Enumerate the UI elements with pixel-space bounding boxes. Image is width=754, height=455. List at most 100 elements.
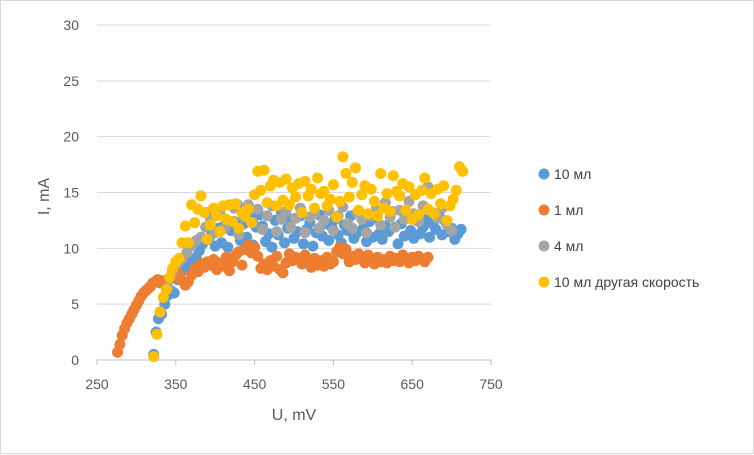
data-point — [307, 240, 319, 252]
data-point — [334, 195, 346, 207]
data-point — [201, 233, 213, 245]
data-point — [255, 184, 267, 196]
data-point — [245, 217, 257, 229]
x-tick-label: 250 — [85, 376, 109, 392]
data-point — [299, 175, 311, 187]
data-point — [195, 190, 207, 202]
y-tick-label: 30 — [63, 17, 79, 33]
data-point — [222, 241, 234, 253]
data-point — [398, 213, 410, 225]
data-point — [375, 219, 387, 231]
legend-marker — [538, 276, 550, 288]
data-point — [198, 207, 210, 219]
x-tick-label: 450 — [243, 376, 267, 392]
legend-label: 10 мл другая скорость — [554, 274, 699, 290]
data-point — [280, 173, 292, 185]
legend-label: 1 мл — [554, 202, 583, 218]
y-axis-title: I, mA — [36, 178, 53, 216]
data-point — [305, 183, 317, 195]
y-tick-label: 25 — [63, 73, 79, 89]
data-point — [279, 237, 290, 249]
data-point — [223, 265, 235, 277]
legend-marker — [538, 240, 550, 252]
data-point — [233, 222, 245, 234]
data-point — [441, 214, 453, 226]
data-point — [271, 226, 283, 238]
data-point — [173, 252, 185, 264]
data-point — [249, 241, 261, 253]
data-point — [450, 184, 462, 196]
data-point — [422, 251, 434, 263]
data-point — [189, 217, 201, 229]
data-point — [343, 191, 355, 203]
data-point — [148, 351, 160, 363]
legend-marker — [538, 204, 550, 216]
data-point — [361, 227, 372, 239]
data-point — [285, 221, 297, 233]
data-point — [365, 183, 377, 195]
y-tick-label: 15 — [63, 185, 79, 201]
data-point — [428, 208, 440, 220]
x-tick-label: 750 — [479, 376, 503, 392]
data-point — [261, 197, 273, 209]
data-point — [151, 328, 163, 340]
data-point — [261, 210, 273, 222]
data-point — [266, 241, 278, 253]
x-tick-label: 550 — [322, 376, 346, 392]
data-point — [457, 165, 469, 177]
data-point — [298, 238, 309, 250]
x-tick-label: 350 — [164, 376, 188, 392]
data-point — [114, 338, 126, 350]
legend: 10 мл 1 мл 4 мл 10 мл другая скорость — [538, 166, 699, 290]
data-point — [362, 208, 374, 220]
data-point — [309, 202, 320, 214]
data-point — [446, 225, 458, 236]
data-point — [312, 172, 324, 184]
data-point — [296, 207, 308, 219]
data-point — [346, 222, 358, 234]
y-tick-labels: 0 5 10 15 20 25 30 — [63, 17, 79, 368]
data-point — [413, 209, 424, 221]
data-point — [258, 164, 270, 176]
data-point — [435, 198, 447, 210]
data-point — [154, 306, 166, 318]
y-tick-label: 0 — [71, 352, 79, 368]
data-point — [327, 179, 339, 191]
data-point — [164, 271, 175, 283]
data-point — [438, 180, 450, 192]
data-point — [375, 168, 387, 179]
data-point — [353, 204, 365, 216]
data-point — [387, 170, 399, 182]
data-point — [331, 211, 343, 223]
data-point — [318, 185, 330, 197]
legend-label: 4 мл — [554, 238, 583, 254]
data-point — [340, 168, 352, 179]
y-tick-label: 10 — [63, 240, 79, 256]
data-point — [376, 233, 388, 245]
data-point — [252, 203, 264, 215]
data-point — [205, 219, 216, 231]
data-point — [211, 210, 223, 222]
data-point — [350, 162, 361, 174]
data-point — [323, 235, 335, 246]
data-points — [112, 151, 469, 363]
data-point — [400, 204, 412, 216]
data-point — [283, 199, 295, 211]
series-3 — [148, 151, 469, 363]
data-point — [384, 206, 396, 217]
y-tick-label: 5 — [71, 296, 79, 312]
data-point — [389, 221, 401, 233]
legend-label: 10 мл — [554, 166, 591, 182]
data-point — [324, 193, 336, 205]
data-point — [337, 151, 349, 163]
data-point — [230, 198, 242, 210]
x-tick-labels: 250 350 450 550 650 750 — [85, 376, 503, 392]
data-point — [455, 223, 467, 235]
data-point — [252, 250, 264, 262]
legend-marker — [538, 168, 550, 180]
data-point — [368, 195, 380, 207]
data-point — [394, 190, 406, 202]
data-point — [381, 188, 393, 200]
